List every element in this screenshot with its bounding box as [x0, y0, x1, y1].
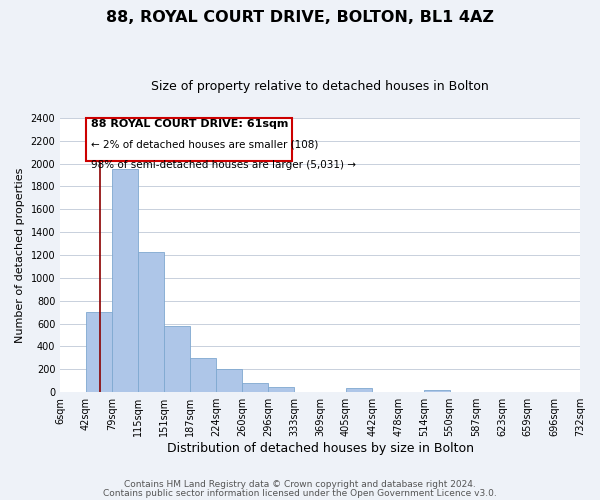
Bar	[424, 390, 449, 392]
Bar	[216, 370, 242, 392]
Text: 88, ROYAL COURT DRIVE, BOLTON, BL1 4AZ: 88, ROYAL COURT DRIVE, BOLTON, BL1 4AZ	[106, 10, 494, 25]
Y-axis label: Number of detached properties: Number of detached properties	[15, 168, 25, 342]
Text: Contains public sector information licensed under the Open Government Licence v3: Contains public sector information licen…	[103, 488, 497, 498]
Text: 88 ROYAL COURT DRIVE: 61sqm: 88 ROYAL COURT DRIVE: 61sqm	[91, 119, 289, 129]
Bar	[242, 383, 268, 392]
Bar	[268, 387, 295, 392]
FancyBboxPatch shape	[86, 118, 292, 161]
Bar	[138, 252, 164, 392]
Title: Size of property relative to detached houses in Bolton: Size of property relative to detached ho…	[151, 80, 489, 93]
Text: ← 2% of detached houses are smaller (108): ← 2% of detached houses are smaller (108…	[91, 140, 319, 149]
Text: 98% of semi-detached houses are larger (5,031) →: 98% of semi-detached houses are larger (…	[91, 160, 356, 170]
Bar	[164, 326, 190, 392]
Bar	[86, 312, 112, 392]
Bar	[346, 388, 373, 392]
Bar	[190, 358, 216, 392]
Bar	[112, 169, 138, 392]
Text: Contains HM Land Registry data © Crown copyright and database right 2024.: Contains HM Land Registry data © Crown c…	[124, 480, 476, 489]
X-axis label: Distribution of detached houses by size in Bolton: Distribution of detached houses by size …	[167, 442, 473, 455]
